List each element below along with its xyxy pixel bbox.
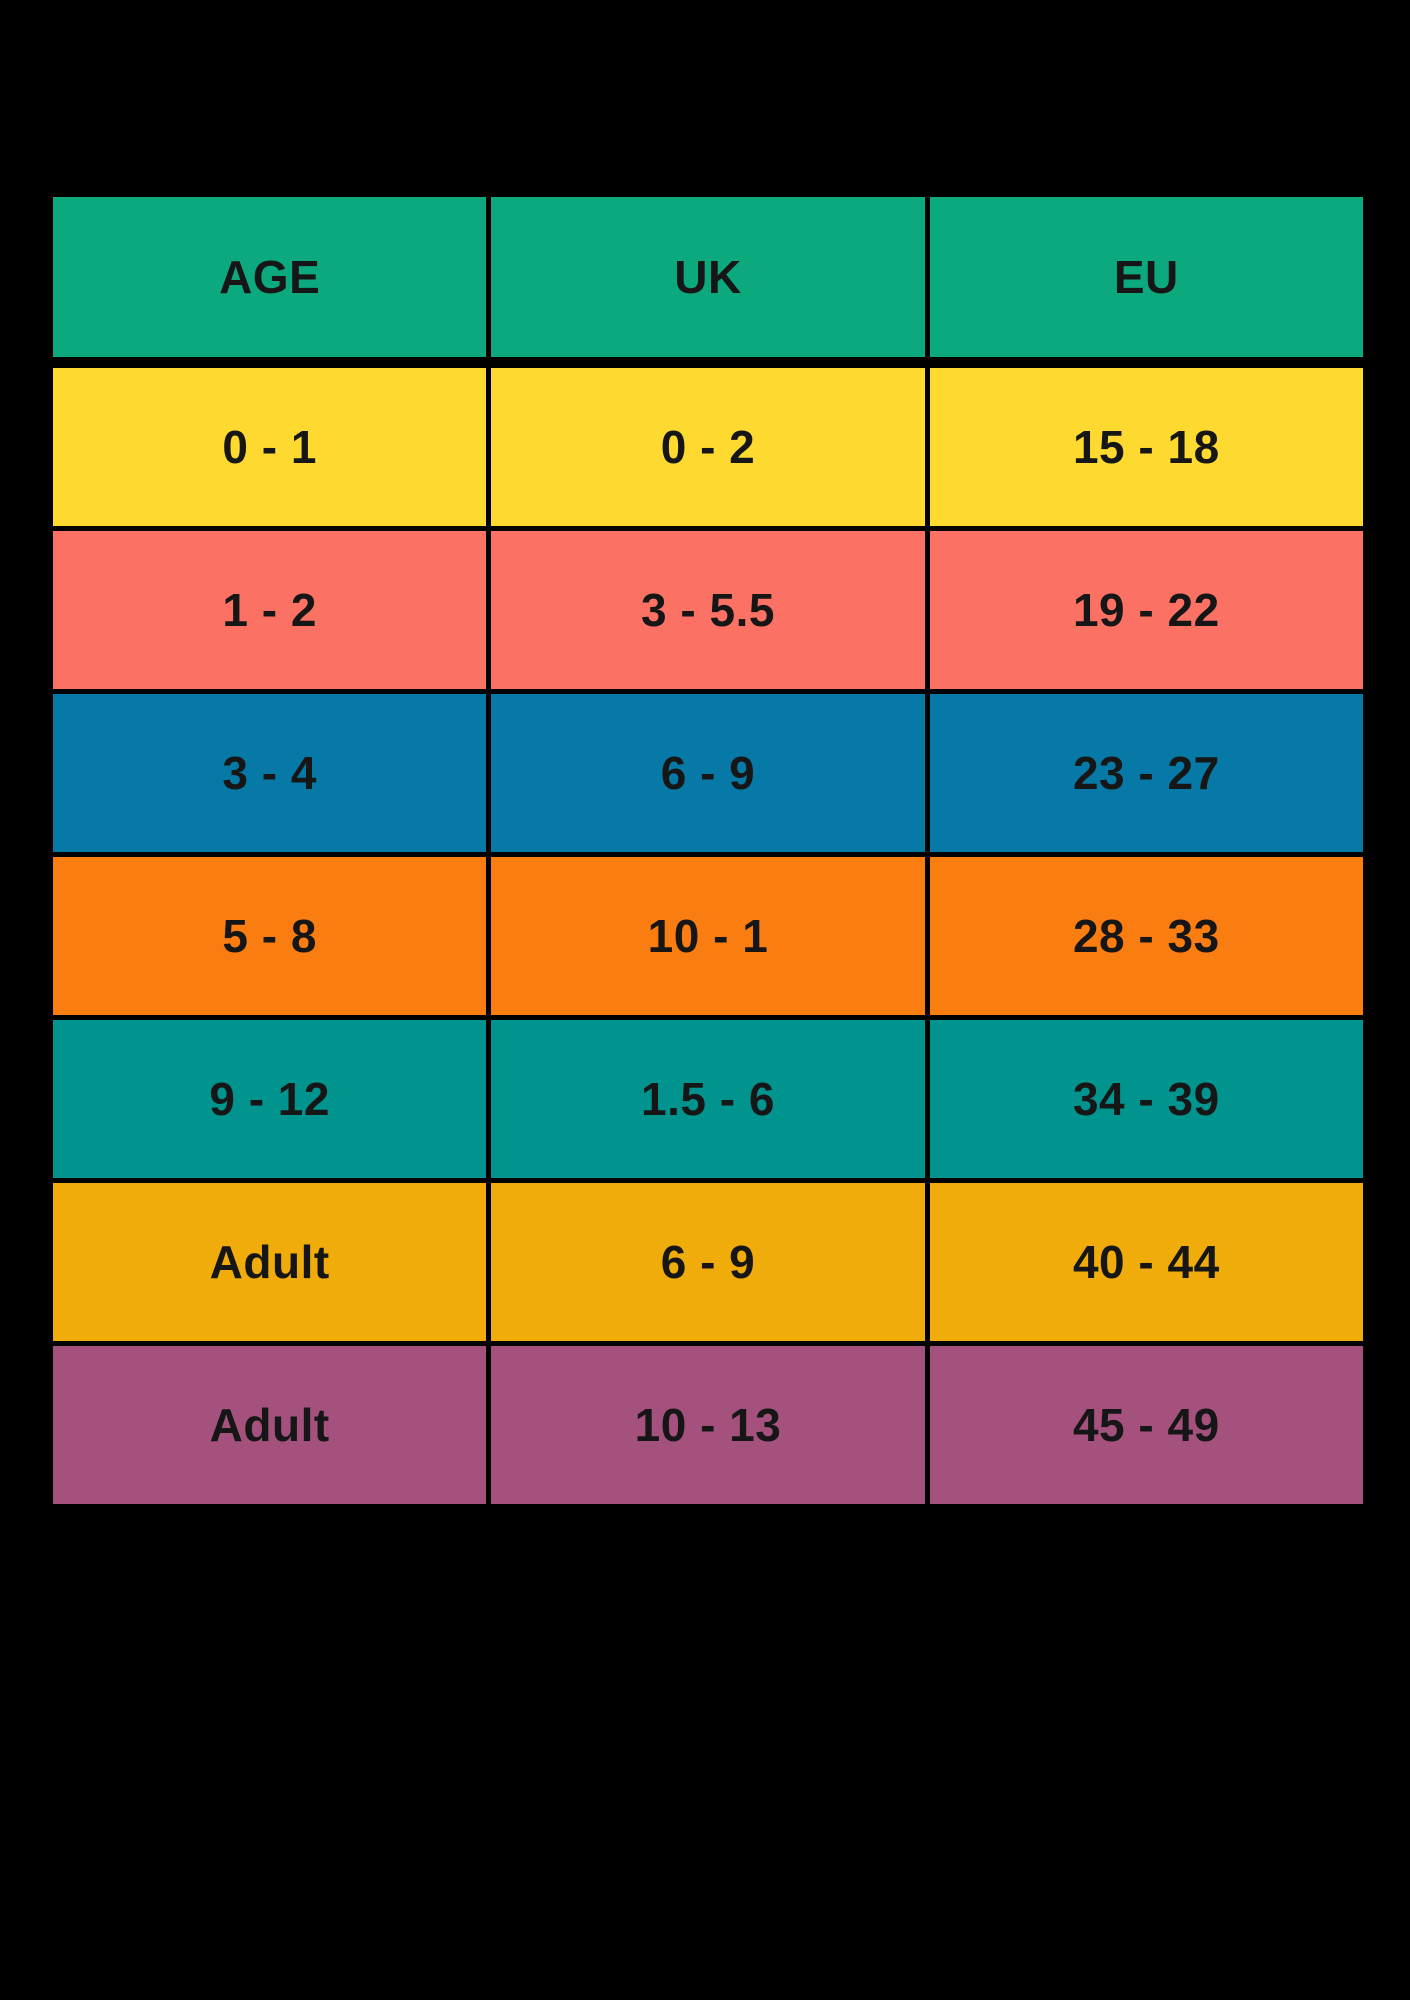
uk-size-cell: 1.5 - 6 <box>491 1020 925 1178</box>
eu-size-cell: 28 - 33 <box>929 857 1363 1015</box>
uk-size-cell: 10 - 13 <box>491 1346 925 1504</box>
table-row: Adult 6 - 9 40 - 44 <box>53 1183 1363 1341</box>
eu-size-cell: 45 - 49 <box>929 1346 1363 1504</box>
age-cell: 0 - 1 <box>53 368 487 526</box>
uk-size-cell: 10 - 1 <box>491 857 925 1015</box>
table-row: 9 - 12 1.5 - 6 34 - 39 <box>53 1020 1363 1178</box>
table-row: 5 - 8 10 - 1 28 - 33 <box>53 857 1363 1015</box>
age-cell: 3 - 4 <box>53 694 487 852</box>
age-cell: Adult <box>53 1346 487 1504</box>
header-cell-uk: UK <box>491 197 925 357</box>
eu-size-cell: 15 - 18 <box>929 368 1363 526</box>
uk-size-cell: 6 - 9 <box>491 694 925 852</box>
uk-size-cell: 6 - 9 <box>491 1183 925 1341</box>
eu-size-cell: 40 - 44 <box>929 1183 1363 1341</box>
age-cell: 9 - 12 <box>53 1020 487 1178</box>
table-row: 3 - 4 6 - 9 23 - 27 <box>53 694 1363 852</box>
table-row: Adult 10 - 13 45 - 49 <box>53 1346 1363 1504</box>
size-conversion-table: AGE UK EU 0 - 1 0 - 2 15 - 18 1 - 2 3 - … <box>53 197 1363 1509</box>
eu-size-cell: 19 - 22 <box>929 531 1363 689</box>
table-row: 0 - 1 0 - 2 15 - 18 <box>53 368 1363 526</box>
header-cell-age: AGE <box>53 197 487 357</box>
age-cell: 5 - 8 <box>53 857 487 1015</box>
uk-size-cell: 0 - 2 <box>491 368 925 526</box>
age-cell: Adult <box>53 1183 487 1341</box>
eu-size-cell: 34 - 39 <box>929 1020 1363 1178</box>
header-row: AGE UK EU <box>53 197 1363 357</box>
age-cell: 1 - 2 <box>53 531 487 689</box>
table-row: 1 - 2 3 - 5.5 19 - 22 <box>53 531 1363 689</box>
header-cell-eu: EU <box>929 197 1363 357</box>
eu-size-cell: 23 - 27 <box>929 694 1363 852</box>
uk-size-cell: 3 - 5.5 <box>491 531 925 689</box>
